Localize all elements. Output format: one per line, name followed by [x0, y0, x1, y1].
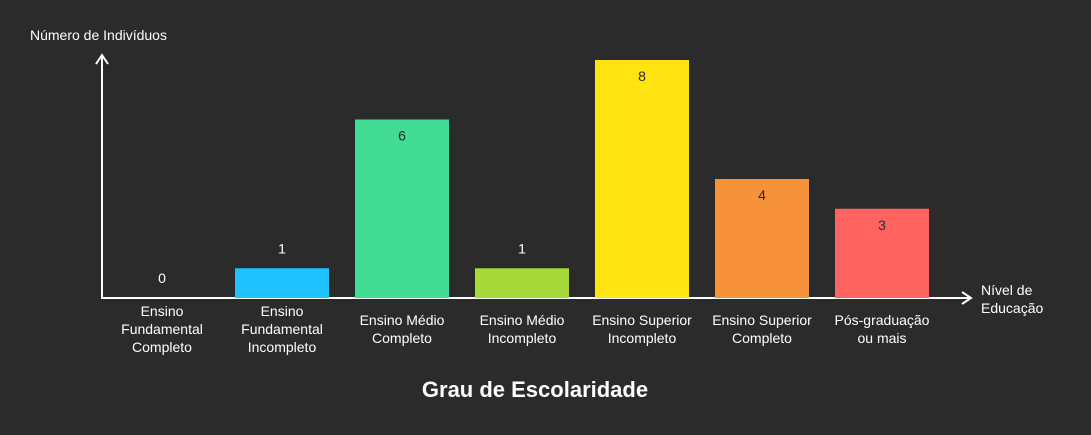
- y-axis-arrow-icon: [95, 53, 109, 65]
- x-tick-label-line: Ensino Superior: [592, 312, 692, 328]
- x-tick-label-line: Ensino: [141, 303, 184, 319]
- bar: [715, 179, 809, 298]
- x-axis-title-line: Nível de: [981, 282, 1033, 298]
- x-tick-label-line: Ensino Médio: [480, 312, 565, 328]
- x-tick-label: Ensino Fundamental Incompleto: [241, 303, 323, 355]
- chart-title: Grau de Escolaridade: [422, 377, 648, 402]
- x-tick-label: Ensino Médio Incompleto: [480, 312, 565, 346]
- x-tick-label-line: ou mais: [857, 330, 906, 346]
- x-tick-labels: Ensino Fundamental Completo Ensino Fundament…: [121, 303, 930, 355]
- x-axis-title-line: Educação: [981, 300, 1043, 316]
- x-tick-label-line: Ensino Superior: [712, 312, 812, 328]
- x-tick-label-line: Completo: [132, 339, 192, 355]
- bar-value-label: 4: [758, 187, 766, 203]
- x-axis-title: Nível de Educação: [981, 282, 1043, 316]
- x-axis-arrow-icon: [961, 291, 973, 305]
- x-tick-label-line: Ensino: [261, 303, 304, 319]
- bar-value-label: 0: [158, 270, 166, 286]
- bar: [355, 119, 449, 298]
- bar: [595, 60, 689, 298]
- x-tick-label-line: Incompleto: [488, 330, 557, 346]
- bar-value-label: 8: [638, 68, 646, 84]
- bar: [835, 208, 929, 298]
- x-tick-label: Ensino Superior Completo: [712, 312, 812, 346]
- x-tick-label: Ensino Médio Completo: [360, 312, 445, 346]
- bar: [235, 268, 329, 298]
- x-tick-label-line: Ensino Médio: [360, 312, 445, 328]
- x-tick-label-line: Completo: [732, 330, 792, 346]
- bar-value-label: 3: [878, 217, 886, 233]
- bar-value-labels: 0 1 6 1 8 4 3: [158, 68, 886, 286]
- y-axis-title: Número de Indivíduos: [30, 27, 167, 43]
- bar-value-label: 1: [278, 240, 286, 256]
- x-tick-label-line: Pós-graduação: [835, 312, 930, 328]
- x-tick-label: Ensino Superior Incompleto: [592, 312, 692, 346]
- x-tick-label-line: Fundamental: [241, 321, 323, 337]
- bar: [475, 268, 569, 298]
- bar-value-label: 1: [518, 240, 526, 256]
- x-tick-label-line: Incompleto: [608, 330, 677, 346]
- x-tick-label: Ensino Fundamental Completo: [121, 303, 203, 355]
- x-tick-label-line: Incompleto: [248, 339, 317, 355]
- bar-value-label: 6: [398, 128, 406, 144]
- bar-series: [235, 60, 929, 298]
- x-tick-label-line: Fundamental: [121, 321, 203, 337]
- x-tick-label-line: Completo: [372, 330, 432, 346]
- x-tick-label: Pós-graduação ou mais: [835, 312, 930, 346]
